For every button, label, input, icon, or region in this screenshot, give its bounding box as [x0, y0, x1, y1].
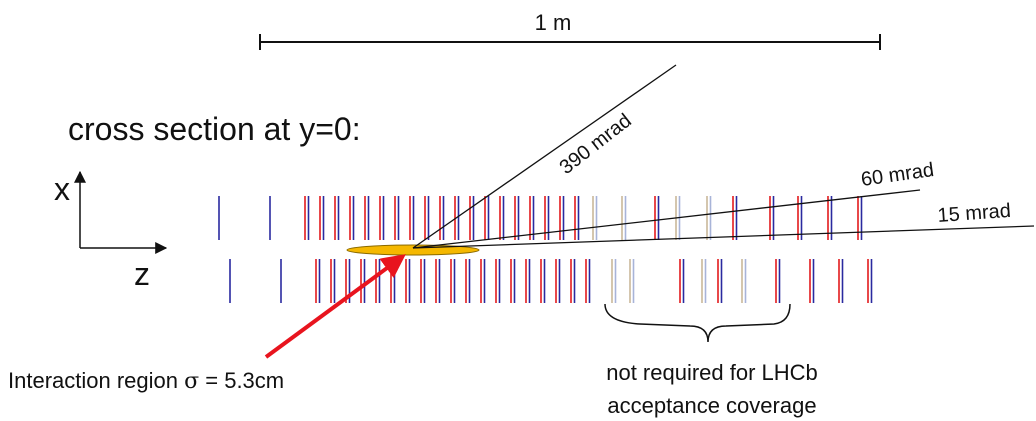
scale-bar-label: 1 m [535, 10, 572, 35]
line-15-mrad [412, 225, 1035, 249]
angle-label-390: 390 mrad [556, 110, 636, 179]
scale-bar: 1 m [259, 10, 881, 50]
section-heading: cross section at y=0: [68, 111, 361, 147]
interaction-region-label: Interaction region σ = 5.3cm [8, 368, 284, 394]
angle-label-60: 60 mrad [860, 159, 936, 191]
axis-indicator: x z [54, 170, 168, 292]
z-axis-label: z [134, 256, 150, 292]
interaction-region-ellipse [346, 244, 480, 256]
acceptance-lines [412, 64, 1035, 249]
line-60-mrad [412, 189, 921, 249]
x-axis-label: x [54, 171, 70, 207]
interaction-region-arrow [264, 254, 406, 359]
lower-modules [229, 259, 873, 303]
not-required-line1: not required for LHCb [606, 360, 818, 385]
not-required-line2: acceptance coverage [607, 393, 816, 418]
angle-label-15: 15 mrad [937, 200, 1012, 227]
curly-brace [604, 303, 791, 343]
line-390-mrad [412, 64, 677, 249]
